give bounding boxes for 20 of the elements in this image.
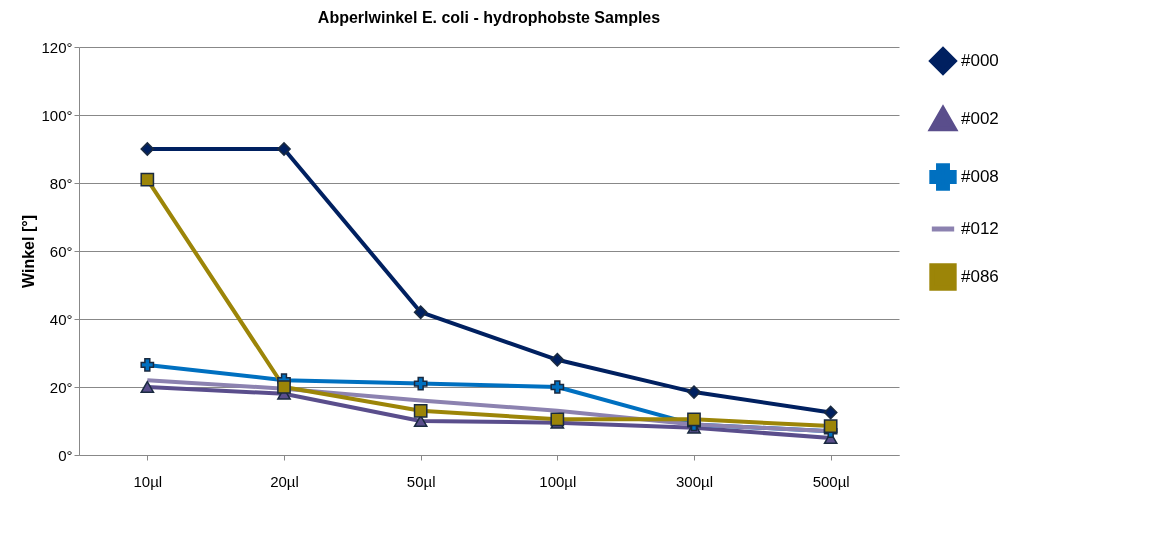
x-tick-label: 100µl [539,472,577,490]
x-tick-label: 300µl [675,472,714,490]
y-tick-label: 20° [49,378,73,396]
x-tick-label: 20µl [270,472,299,490]
legend-label: #002 [961,109,999,128]
chart-title: Abperlwinkel E. coli - hydrophobste Samples [317,9,661,26]
x-tick-label: 50µl [406,472,436,490]
x-tick-label: 500µl [812,472,850,490]
x-tick-label: 10µl [133,472,163,490]
y-tick-label: 100° [41,106,73,124]
y-axis-title: Winkel [°] [20,215,38,288]
legend-label: #086 [961,267,999,286]
legend-label: #000 [961,51,999,70]
y-tick-label: 60° [49,242,73,260]
y-tick-label: 120° [41,38,73,56]
y-tick-label: 80° [49,174,73,192]
y-tick-label: 40° [49,310,73,328]
legend-label: #008 [961,167,999,186]
legend-label: #012 [961,219,999,238]
y-tick-label: 0° [58,446,73,464]
